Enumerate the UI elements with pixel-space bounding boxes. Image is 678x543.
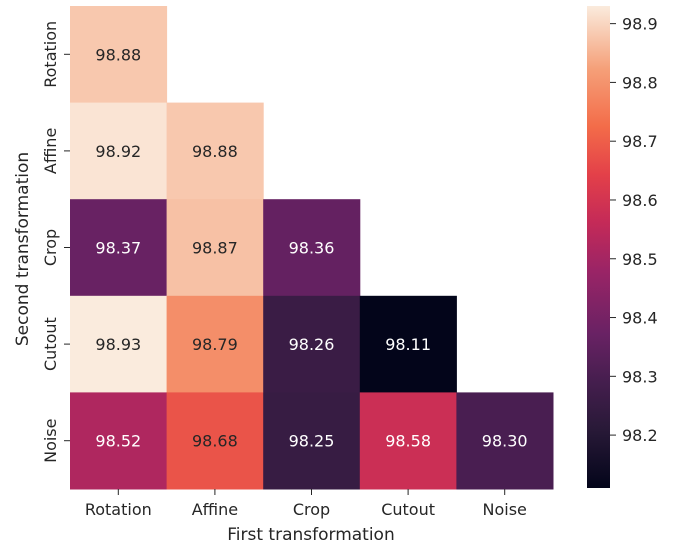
cell-value-label: 98.93 [95,335,141,354]
x-tick-label: Crop [293,500,330,519]
heatmap-cell [166,295,264,393]
y-axis-label: Second transformation [13,152,33,346]
x-tick-label: Noise [483,500,527,519]
heatmap-cell [70,295,168,393]
heatmap-cell [166,392,264,490]
cell-value-label: 98.25 [289,432,335,451]
x-tick-label: Cutout [381,500,435,519]
cell-value-label: 98.87 [192,239,238,258]
cell-value-label: 98.88 [192,142,238,161]
cell-value-label: 98.37 [95,239,141,258]
colorbar-ticks: 98.2 98.3 98.4 98.5 98.6 98.7 98.8 98.9 [610,15,658,445]
colorbar-gradient [587,6,610,488]
heatmap-cell [166,102,264,200]
y-tick-label: Affine [41,128,60,174]
cell-value-label: 98.79 [192,335,238,354]
y-tick-label: Cutout [41,317,60,371]
heatmap-cell [70,199,168,297]
x-axis-label: First transformation [227,525,395,543]
colorbar-tick-label: 98.8 [622,73,658,92]
heatmap-cell [166,199,264,297]
cell-value-label: 98.92 [95,142,141,161]
cell-value-label: 98.88 [95,45,141,64]
colorbar-tick-label: 98.3 [622,367,658,386]
heatmap-cell [263,392,361,490]
colorbar-tick-label: 98.7 [622,132,658,151]
x-axis: Rotation Affine Crop Cutout Noise [85,489,527,519]
heatmap-value-labels: 98.88 98.92 98.88 98.37 98.87 98.36 98.93 98.79… [95,45,527,450]
y-tick-label: Noise [41,419,60,463]
heatmap-cell [70,392,168,490]
heatmap-cell [263,295,361,393]
x-tick-label: Affine [192,500,238,519]
cell-value-label: 98.30 [482,432,528,451]
heatmap-cells [70,6,554,490]
heatmap-cell [359,295,457,393]
y-tick-label: Crop [41,229,60,266]
heatmap-cell [70,102,168,200]
y-tick-label: Rotation [41,21,60,88]
cell-value-label: 98.36 [289,239,335,258]
cell-value-label: 98.68 [192,432,238,451]
heatmap-cell [70,6,168,104]
colorbar-tick-label: 98.5 [622,250,658,269]
y-axis: Rotation Affine Crop Cutout Noise [41,21,70,463]
cell-value-label: 98.26 [289,335,335,354]
colorbar-tick-label: 98.4 [622,309,658,328]
heatmap-cell [263,199,361,297]
cell-value-label: 98.52 [95,432,141,451]
x-tick-label: Rotation [85,500,152,519]
heatmap-cell [359,392,457,490]
colorbar-tick-label: 98.6 [622,191,658,210]
cell-value-label: 98.11 [385,335,431,354]
cell-value-label: 98.58 [385,432,431,451]
colorbar-tick-label: 98.2 [622,426,658,445]
heatmap-cell [456,392,554,490]
colorbar [587,6,610,488]
colorbar-tick-label: 98.9 [622,15,658,34]
